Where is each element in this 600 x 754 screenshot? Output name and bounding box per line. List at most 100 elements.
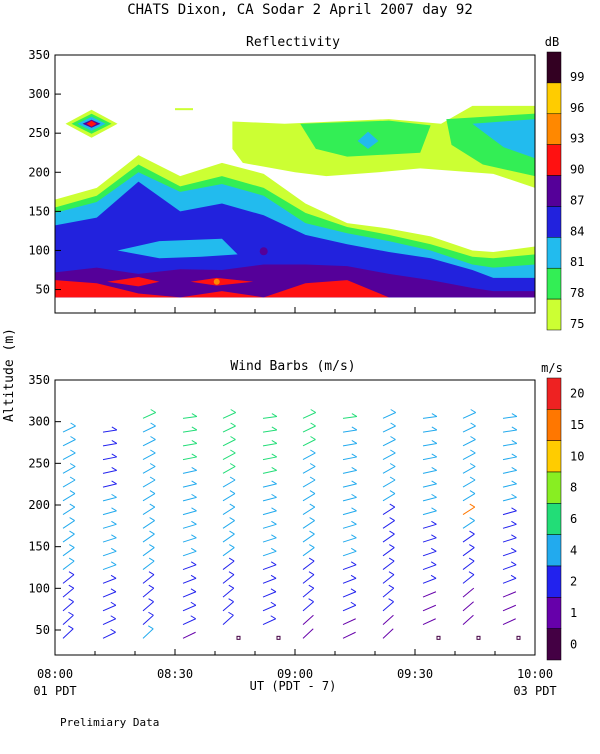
wind-barb bbox=[422, 604, 437, 612]
wind-barb bbox=[302, 412, 316, 419]
wind-barb bbox=[262, 604, 277, 612]
wind-barb bbox=[502, 523, 517, 529]
wind-barb-flag bbox=[308, 557, 315, 562]
wind-barb-flag bbox=[69, 530, 75, 535]
wind-barb bbox=[422, 577, 437, 584]
reflectivity-x-ticks bbox=[54, 307, 536, 313]
wind-barb-flag bbox=[190, 574, 197, 579]
colorbar-label: 75 bbox=[570, 317, 584, 331]
wind-barb bbox=[422, 469, 437, 474]
wind-barb-flag bbox=[271, 413, 278, 417]
wind-barb-flag bbox=[150, 422, 156, 427]
reflectivity-echo-diamond bbox=[86, 120, 97, 127]
wind-barb-flag bbox=[350, 588, 357, 593]
wind-barb bbox=[102, 604, 117, 612]
wind-barb-flag bbox=[469, 476, 476, 481]
wind-barb bbox=[62, 452, 76, 461]
wind-colorbar-label: 0 bbox=[570, 637, 577, 651]
y-tick-label: 350 bbox=[28, 48, 50, 62]
reflectivity-colorbar-unit: dB bbox=[545, 35, 559, 49]
wind-barb bbox=[422, 550, 437, 557]
wind-barb-flag bbox=[271, 453, 278, 458]
wind-barb bbox=[102, 537, 117, 543]
colorbar-label: 87 bbox=[570, 193, 584, 207]
wind-barb bbox=[182, 523, 197, 529]
y-axis-label: Altitude (m) bbox=[2, 328, 17, 422]
wind-barb-flag bbox=[69, 463, 76, 467]
wind-barb-flag bbox=[271, 507, 277, 512]
reflectivity-spot-87db bbox=[259, 247, 268, 256]
wind-colorbar-unit: m/s bbox=[541, 361, 563, 375]
wind-barb-flag bbox=[511, 426, 518, 431]
wind-barb bbox=[102, 577, 117, 584]
wind-barb bbox=[182, 442, 197, 447]
wind-barb bbox=[462, 520, 475, 529]
wind-barb bbox=[502, 469, 517, 474]
wind-barb-flag bbox=[511, 440, 518, 444]
y-tick-label: 350 bbox=[28, 373, 50, 387]
colorbar-label: 84 bbox=[570, 224, 584, 238]
wind-barb bbox=[262, 510, 277, 516]
wind-barb-flag bbox=[271, 480, 277, 485]
wind-barb-flag bbox=[350, 547, 357, 552]
wind-barb-flag bbox=[229, 476, 236, 481]
wind-barb bbox=[62, 506, 76, 516]
wind-barb bbox=[102, 523, 117, 529]
wind-barb-flag bbox=[271, 534, 277, 539]
wind-barb bbox=[222, 614, 234, 625]
wind-barb bbox=[182, 591, 197, 598]
wind-barb bbox=[102, 496, 117, 502]
x-start-label: 01 PDT bbox=[33, 684, 76, 698]
wind-barb bbox=[62, 425, 76, 433]
wind-colorbar-label: 1 bbox=[570, 606, 577, 620]
wind-barb-flag bbox=[150, 409, 156, 413]
wind-barb-flag bbox=[310, 422, 316, 427]
wind-barb-flag bbox=[388, 557, 395, 562]
wind-barb bbox=[142, 614, 154, 625]
wind-barb-flag bbox=[389, 544, 395, 549]
wind-x-ticks: 08:00 08:30 09:00 09:30 10:00 bbox=[37, 649, 553, 681]
wind-barb bbox=[502, 591, 517, 598]
wind-barb bbox=[382, 452, 396, 461]
wind-barb-flag bbox=[190, 547, 197, 552]
wind-barb-flag bbox=[69, 544, 75, 549]
wind-barb bbox=[502, 618, 516, 626]
wind-barb-flag bbox=[511, 507, 517, 512]
wind-barb bbox=[262, 442, 277, 447]
wind-barb bbox=[262, 537, 277, 543]
wind-barb bbox=[262, 564, 277, 571]
wind-barb-flag bbox=[351, 413, 358, 417]
wind-barb bbox=[262, 416, 277, 419]
wind-barbs-plot-area bbox=[62, 409, 521, 640]
wind-barb-flag bbox=[110, 628, 116, 633]
wind-barb bbox=[222, 452, 236, 461]
wind-barb bbox=[182, 496, 197, 502]
wind-barb-flag bbox=[389, 463, 396, 467]
wind-barb-flag bbox=[308, 598, 314, 603]
wind-barb bbox=[102, 442, 117, 447]
wind-barb bbox=[382, 587, 395, 598]
wind-barb bbox=[502, 429, 517, 433]
wind-barb bbox=[142, 466, 156, 474]
wind-barb-flag bbox=[351, 466, 357, 471]
wind-barb bbox=[262, 429, 277, 433]
wind-barb-flag bbox=[70, 449, 76, 454]
wind-colorbar-label: 10 bbox=[570, 449, 584, 463]
wind-barb bbox=[142, 533, 155, 543]
wind-barb-flag bbox=[390, 409, 396, 413]
x-tick-label: 09:30 bbox=[397, 667, 433, 681]
wind-barb-flag bbox=[431, 480, 437, 485]
reflectivity-spot-93db bbox=[213, 278, 220, 285]
x-axis-label: UT (PDT - 7) bbox=[250, 679, 337, 693]
figure-title: CHATS Dixon, CA Sodar 2 April 2007 day 9… bbox=[127, 2, 473, 18]
wind-barb-flag bbox=[229, 463, 236, 467]
wind-barb bbox=[382, 412, 396, 419]
wind-barbs-title: Wind Barbs (m/s) bbox=[230, 359, 355, 374]
colorbar-swatch-90 bbox=[546, 144, 562, 176]
wind-barb-flag bbox=[111, 426, 118, 431]
wind-barb bbox=[502, 577, 517, 584]
y-tick-label: 50 bbox=[36, 623, 50, 637]
wind-barb-flag bbox=[67, 625, 74, 630]
wind-barb-flag bbox=[149, 476, 156, 481]
wind-barb-flag bbox=[510, 547, 517, 552]
